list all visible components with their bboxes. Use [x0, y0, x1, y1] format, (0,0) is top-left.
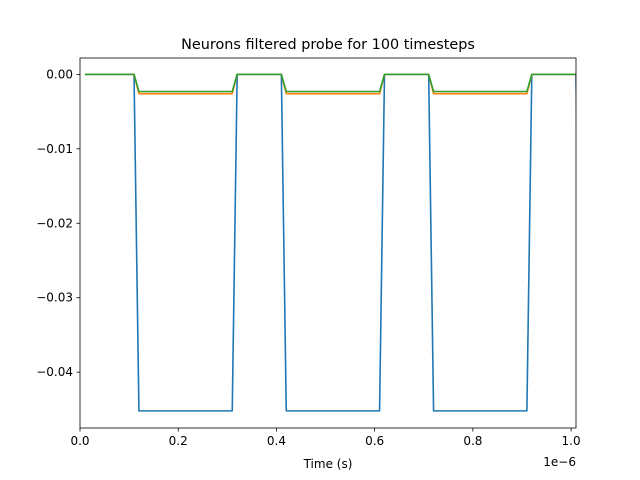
x-offset-label: 1e−6 [543, 455, 576, 469]
x-tick-label: 0.4 [267, 434, 286, 448]
plot-frame [79, 57, 577, 429]
x-tick-label: 1.0 [562, 434, 581, 448]
x-tick-label: 0.8 [463, 434, 482, 448]
chart-title: Neurons filtered probe for 100 timesteps [181, 37, 475, 53]
y-tick-label: −0.02 [36, 216, 73, 230]
y-tick-label: −0.01 [36, 142, 73, 156]
x-tick-label: 0.0 [70, 434, 89, 448]
y-tick-label: −0.03 [36, 291, 73, 305]
series-line-3 [84, 73, 576, 93]
tick-layer: 0.0 0.2 0.4 0.6 0.8 1.0 0.00 −0.01 −0.02 −0.03 −0.… [36, 67, 580, 448]
series-line-1 [84, 73, 576, 412]
x-axis-label: Time (s) [303, 457, 353, 471]
x-tick-label: 0.6 [365, 434, 384, 448]
series-layer [84, 73, 576, 412]
y-tick-label: −0.04 [36, 365, 73, 379]
x-tick-label: 0.2 [169, 434, 188, 448]
y-tick-label: 0.00 [46, 67, 73, 81]
